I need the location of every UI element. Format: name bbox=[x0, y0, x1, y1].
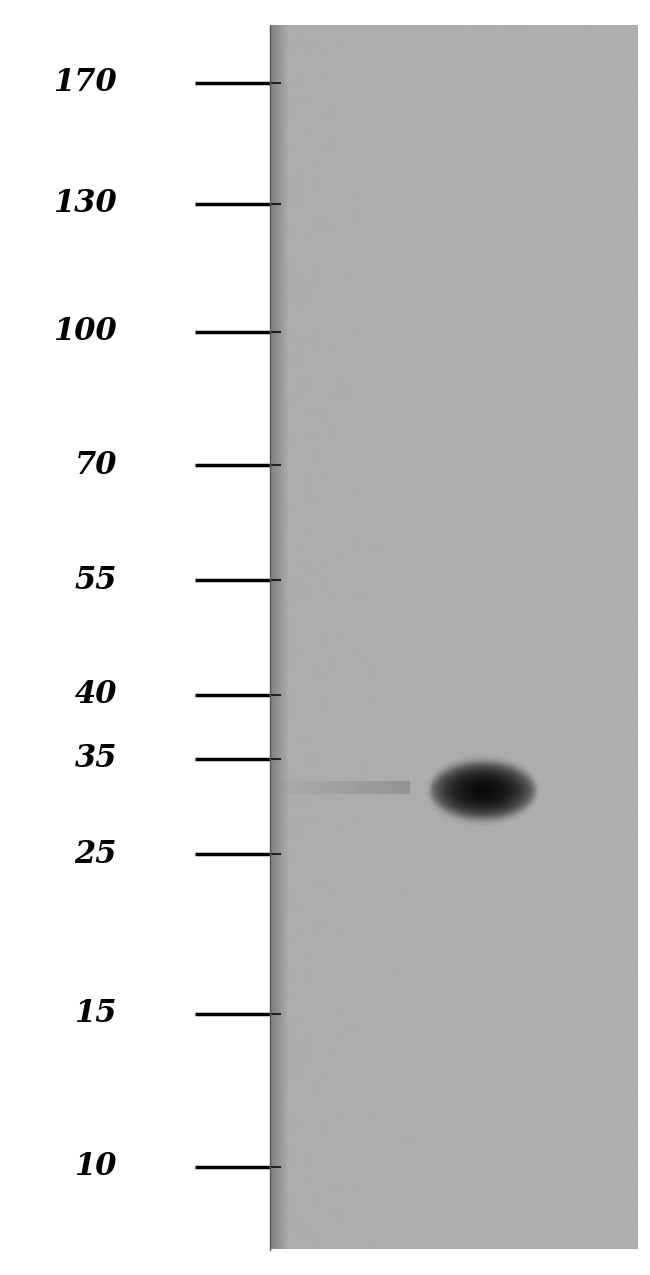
Text: 100: 100 bbox=[53, 316, 117, 347]
Text: 70: 70 bbox=[75, 450, 117, 481]
Text: 15: 15 bbox=[75, 998, 117, 1029]
Text: 55: 55 bbox=[75, 565, 117, 595]
Text: 25: 25 bbox=[75, 839, 117, 870]
Text: 130: 130 bbox=[53, 189, 117, 219]
Bar bbox=[0, 0, 270, 1275]
Text: 10: 10 bbox=[75, 1151, 117, 1182]
Text: 40: 40 bbox=[75, 680, 117, 710]
Text: 170: 170 bbox=[53, 68, 117, 98]
Text: 35: 35 bbox=[75, 743, 117, 774]
